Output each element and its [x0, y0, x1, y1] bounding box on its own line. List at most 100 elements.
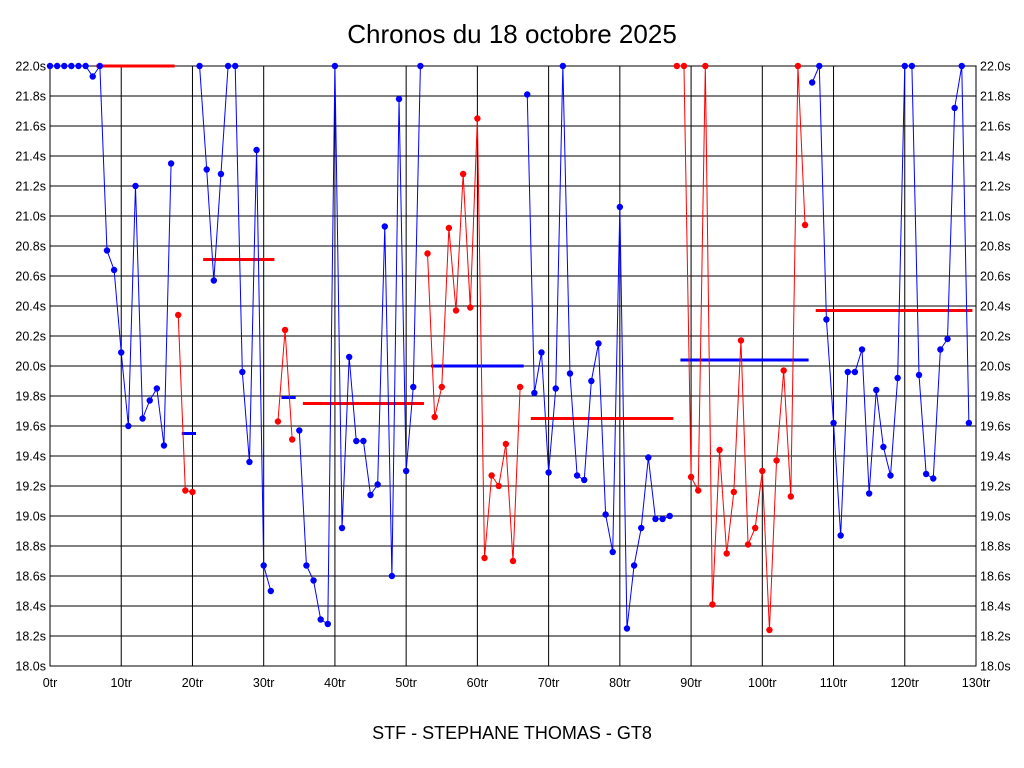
data-point — [89, 73, 96, 80]
data-point — [915, 371, 923, 379]
data-point — [68, 62, 75, 70]
data-point — [125, 422, 132, 430]
data-point — [673, 62, 681, 70]
data-point — [901, 62, 908, 70]
data-point — [360, 437, 367, 445]
data-point — [452, 307, 460, 314]
data-point — [317, 616, 324, 623]
x-tick-label: 70tr — [538, 676, 560, 690]
y-tick-label-right: 18.0s — [980, 660, 1011, 674]
data-point — [345, 353, 353, 361]
y-tick-label-left: 18.6s — [15, 570, 46, 584]
data-point — [210, 277, 218, 284]
data-point — [552, 385, 559, 392]
data-point — [659, 515, 666, 523]
data-point — [246, 458, 253, 466]
x-axis-label: STF - STEPHANE THOMAS - GT8 — [372, 723, 652, 743]
y-tick-label-right: 20.8s — [980, 240, 1011, 254]
y-tick-label-left: 18.2s — [15, 630, 46, 644]
data-point — [873, 386, 880, 394]
data-point — [865, 490, 873, 497]
data-point — [53, 62, 61, 70]
y-tick-label-left: 19.4s — [15, 450, 46, 464]
y-tick-label-left: 19.6s — [15, 420, 46, 434]
data-point — [531, 389, 538, 397]
data-point — [502, 440, 510, 448]
data-point — [132, 182, 139, 190]
data-point — [545, 469, 552, 476]
data-point — [581, 476, 588, 484]
y-tick-label-right: 19.6s — [980, 420, 1011, 434]
data-point — [474, 115, 481, 122]
data-point — [146, 397, 153, 404]
data-point — [381, 223, 388, 230]
x-tick-label: 40tr — [324, 676, 346, 690]
data-point — [837, 532, 844, 539]
y-tick-label-right: 21.8s — [980, 90, 1011, 104]
data-point — [609, 548, 616, 556]
x-tick-label: 50tr — [395, 676, 417, 690]
data-point — [260, 562, 267, 569]
data-point — [303, 562, 310, 569]
y-axis-right: 18.0s 18.2s 18.4s 18.6s 18.8s 19.0s 19.2s 19.4s… — [980, 60, 1011, 674]
y-tick-label-left: 19.0s — [15, 510, 46, 524]
data-point — [61, 62, 68, 70]
data-point — [509, 557, 517, 565]
data-point — [566, 370, 574, 377]
data-point — [239, 368, 246, 376]
y-tick-label-left: 21.4s — [15, 150, 46, 164]
y-tick-label-right: 21.2s — [980, 180, 1011, 194]
data-point — [410, 383, 417, 391]
y-axis-left: 18.0s 18.2s 18.4s 18.6s 18.8s 19.0s 19.2s 19.4s… — [15, 60, 46, 674]
data-point — [573, 472, 581, 479]
data-point — [602, 511, 609, 518]
y-tick-label-left: 21.8s — [15, 90, 46, 104]
data-point — [217, 170, 225, 178]
data-point — [666, 512, 673, 520]
data-point — [908, 62, 916, 70]
y-tick-label-right: 22.0s — [980, 60, 1011, 74]
series-line — [427, 118, 521, 562]
data-point — [816, 62, 823, 70]
data-point — [851, 368, 859, 376]
data-point — [937, 346, 944, 353]
y-tick-label-right: 21.4s — [980, 150, 1011, 164]
data-point — [203, 166, 210, 173]
data-point — [737, 337, 745, 344]
y-tick-label-left: 21.0s — [15, 210, 46, 224]
data-point — [232, 62, 239, 70]
data-point — [538, 349, 545, 356]
y-tick-label-right: 19.0s — [980, 510, 1011, 524]
y-tick-label-right: 19.4s — [980, 450, 1011, 464]
data-point — [167, 160, 175, 167]
x-tick-label: 120tr — [891, 676, 920, 690]
data-point — [638, 524, 645, 532]
y-tick-label-left: 19.2s — [15, 480, 46, 494]
data-point — [516, 383, 524, 391]
data-point — [196, 62, 203, 70]
y-tick-label-left: 18.0s — [15, 660, 46, 674]
y-tick-label-left: 18.8s — [15, 540, 46, 554]
data-point — [445, 224, 453, 232]
data-point — [374, 481, 381, 488]
data-point — [965, 419, 973, 427]
data-point — [830, 419, 837, 427]
data-point — [467, 304, 474, 311]
data-point — [595, 340, 602, 347]
data-point — [652, 515, 659, 523]
data-point — [922, 470, 930, 478]
x-tick-label: 100tr — [748, 676, 777, 690]
x-tick-label: 60tr — [467, 676, 489, 690]
y-tick-label-left: 18.4s — [15, 600, 46, 614]
x-tick-label: 0tr — [43, 676, 58, 690]
data-point — [388, 572, 396, 580]
y-tick-label-right: 18.8s — [980, 540, 1011, 554]
data-point — [438, 383, 445, 391]
data-point — [559, 62, 567, 70]
data-point — [224, 62, 232, 70]
data-point — [794, 62, 802, 70]
x-tick-label: 90tr — [680, 676, 702, 690]
data-point — [267, 587, 275, 595]
y-tick-label-left: 19.8s — [15, 390, 46, 404]
